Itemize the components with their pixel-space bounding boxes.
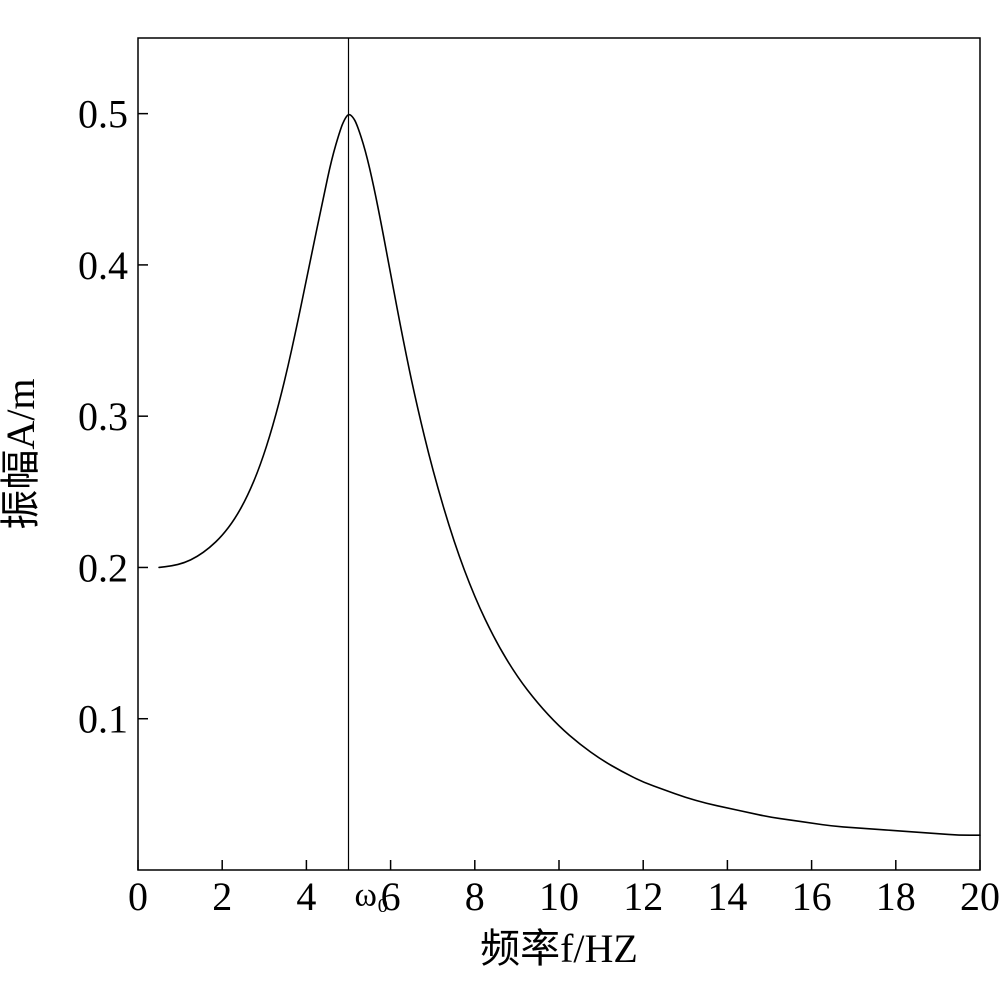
x-tick-label: 10 [539, 874, 579, 919]
x-tick-label: 12 [623, 874, 663, 919]
resonance-marker-label: ω₀ [355, 877, 389, 914]
x-tick-label: 18 [876, 874, 916, 919]
x-tick-label: 8 [465, 874, 485, 919]
y-tick-label: 0.1 [78, 697, 128, 742]
x-tick-label: 2 [212, 874, 232, 919]
x-tick-label: 14 [707, 874, 747, 919]
x-tick-label: 4 [296, 874, 316, 919]
y-tick-label: 0.2 [78, 545, 128, 590]
resonance-chart: 024681012141618200.10.20.30.40.5ω₀频率f/HZ… [0, 0, 1000, 981]
x-tick-label: 20 [960, 874, 1000, 919]
x-tick-label: 16 [792, 874, 832, 919]
chart-bg [0, 0, 1000, 981]
x-axis-label: 频率f/HZ [480, 926, 638, 971]
y-tick-label: 0.3 [78, 394, 128, 439]
y-axis-label: 振幅A/m [0, 378, 43, 529]
y-tick-label: 0.5 [78, 92, 128, 137]
x-tick-label: 0 [128, 874, 148, 919]
y-tick-label: 0.4 [78, 243, 128, 288]
chart-svg: 024681012141618200.10.20.30.40.5ω₀频率f/HZ… [0, 0, 1000, 981]
